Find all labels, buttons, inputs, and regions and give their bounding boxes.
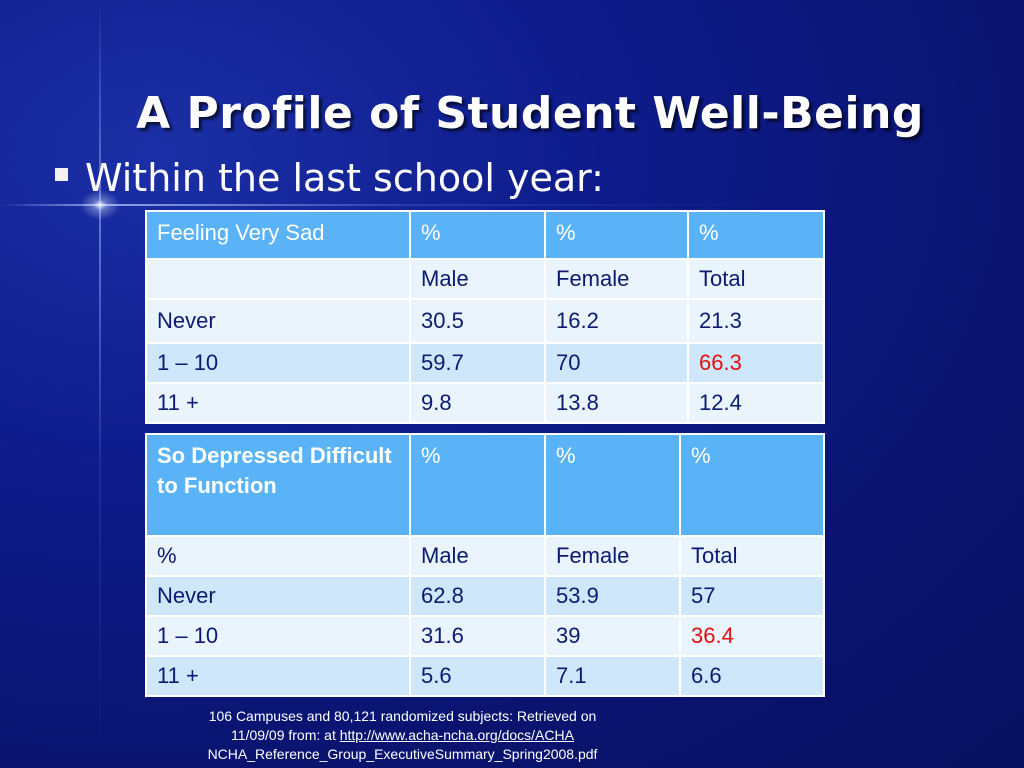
header-cell-text: So Depressed Difficult to Function xyxy=(157,443,392,498)
table-cell: 70 xyxy=(546,344,687,382)
table-cell: 62.8 xyxy=(411,577,544,615)
header-cell: % xyxy=(546,212,687,258)
feeling-very-sad-table: Feeling Very Sad % % % Male Female Total… xyxy=(145,210,825,424)
table-cell: 1 – 10 xyxy=(147,344,409,382)
header-cell: % xyxy=(546,435,679,535)
table-cell: 6.6 xyxy=(681,657,823,695)
table-cell: 11 + xyxy=(147,657,409,695)
footnote-line: NCHA_Reference_Group_ExecutiveSummary_Sp… xyxy=(207,746,598,762)
table-cell: 9.8 xyxy=(411,384,544,422)
table-cell: 13.8 xyxy=(546,384,687,422)
bullet-text: Within the last school year: xyxy=(85,156,604,200)
table-row: % Male Female Total xyxy=(147,537,823,575)
table-row: Never 62.8 53.9 57 xyxy=(147,577,823,615)
bullet-point: Within the last school year: xyxy=(55,156,604,200)
header-cell: Feeling Very Sad xyxy=(147,212,409,258)
table-cell: 1 – 10 xyxy=(147,617,409,655)
highlighted-total-cell: 36.4 xyxy=(681,617,823,655)
header-cell: So Depressed Difficult to Function xyxy=(147,435,409,535)
table-row: 11 + 5.6 7.1 6.6 xyxy=(147,657,823,695)
table-header-row: So Depressed Difficult to Function % % % xyxy=(147,435,823,535)
light-flare-core xyxy=(80,190,120,220)
footnote-line: 11/09/09 from: at http://www.acha-ncha.o… xyxy=(170,726,635,745)
table-row: 1 – 10 59.7 70 66.3 xyxy=(147,344,823,382)
light-flare-vertical xyxy=(99,0,101,768)
table-cell: 57 xyxy=(681,577,823,615)
table-cell: 31.6 xyxy=(411,617,544,655)
highlighted-total-cell: 66.3 xyxy=(689,344,823,382)
table-cell: 30.5 xyxy=(411,300,544,342)
light-flare-horizontal xyxy=(0,204,1024,206)
table-row: 11 + 9.8 13.8 12.4 xyxy=(147,384,823,422)
footnote-prefix: 11/09/09 from: at xyxy=(231,727,340,743)
table-cell: 12.4 xyxy=(689,384,823,422)
table-cell: Female xyxy=(546,537,679,575)
table-cell: 53.9 xyxy=(546,577,679,615)
table-row: Never 30.5 16.2 21.3 xyxy=(147,300,823,342)
table-cell: 21.3 xyxy=(689,300,823,342)
table-cell: 59.7 xyxy=(411,344,544,382)
source-footnote: 106 Campuses and 80,121 randomized subje… xyxy=(170,707,635,764)
header-cell: % xyxy=(681,435,823,535)
table-cell: 16.2 xyxy=(546,300,687,342)
table-header-row: Feeling Very Sad % % % xyxy=(147,212,823,258)
table-cell: 5.6 xyxy=(411,657,544,695)
so-depressed-table: So Depressed Difficult to Function % % %… xyxy=(145,433,825,697)
header-cell: % xyxy=(411,435,544,535)
header-cell: % xyxy=(689,212,823,258)
table-cell xyxy=(147,260,409,298)
table-cell: Total xyxy=(689,260,823,298)
table-cell: 39 xyxy=(546,617,679,655)
square-bullet-icon xyxy=(55,168,68,181)
table-cell: Female xyxy=(546,260,687,298)
table-cell: Never xyxy=(147,577,409,615)
table-cell: Never xyxy=(147,300,409,342)
table-cell: Total xyxy=(681,537,823,575)
source-link[interactable]: http://www.acha-ncha.org/docs/ACHA xyxy=(339,727,574,743)
table-cell: % xyxy=(147,537,409,575)
slide-title: A Profile of Student Well-Being xyxy=(136,88,924,139)
table-row: 1 – 10 31.6 39 36.4 xyxy=(147,617,823,655)
table-cell: 11 + xyxy=(147,384,409,422)
table-cell: Male xyxy=(411,260,544,298)
table-cell: Male xyxy=(411,537,544,575)
header-cell: % xyxy=(411,212,544,258)
footnote-line: 106 Campuses and 80,121 randomized subje… xyxy=(208,708,597,724)
table-cell: 7.1 xyxy=(546,657,679,695)
table-row: Male Female Total xyxy=(147,260,823,298)
